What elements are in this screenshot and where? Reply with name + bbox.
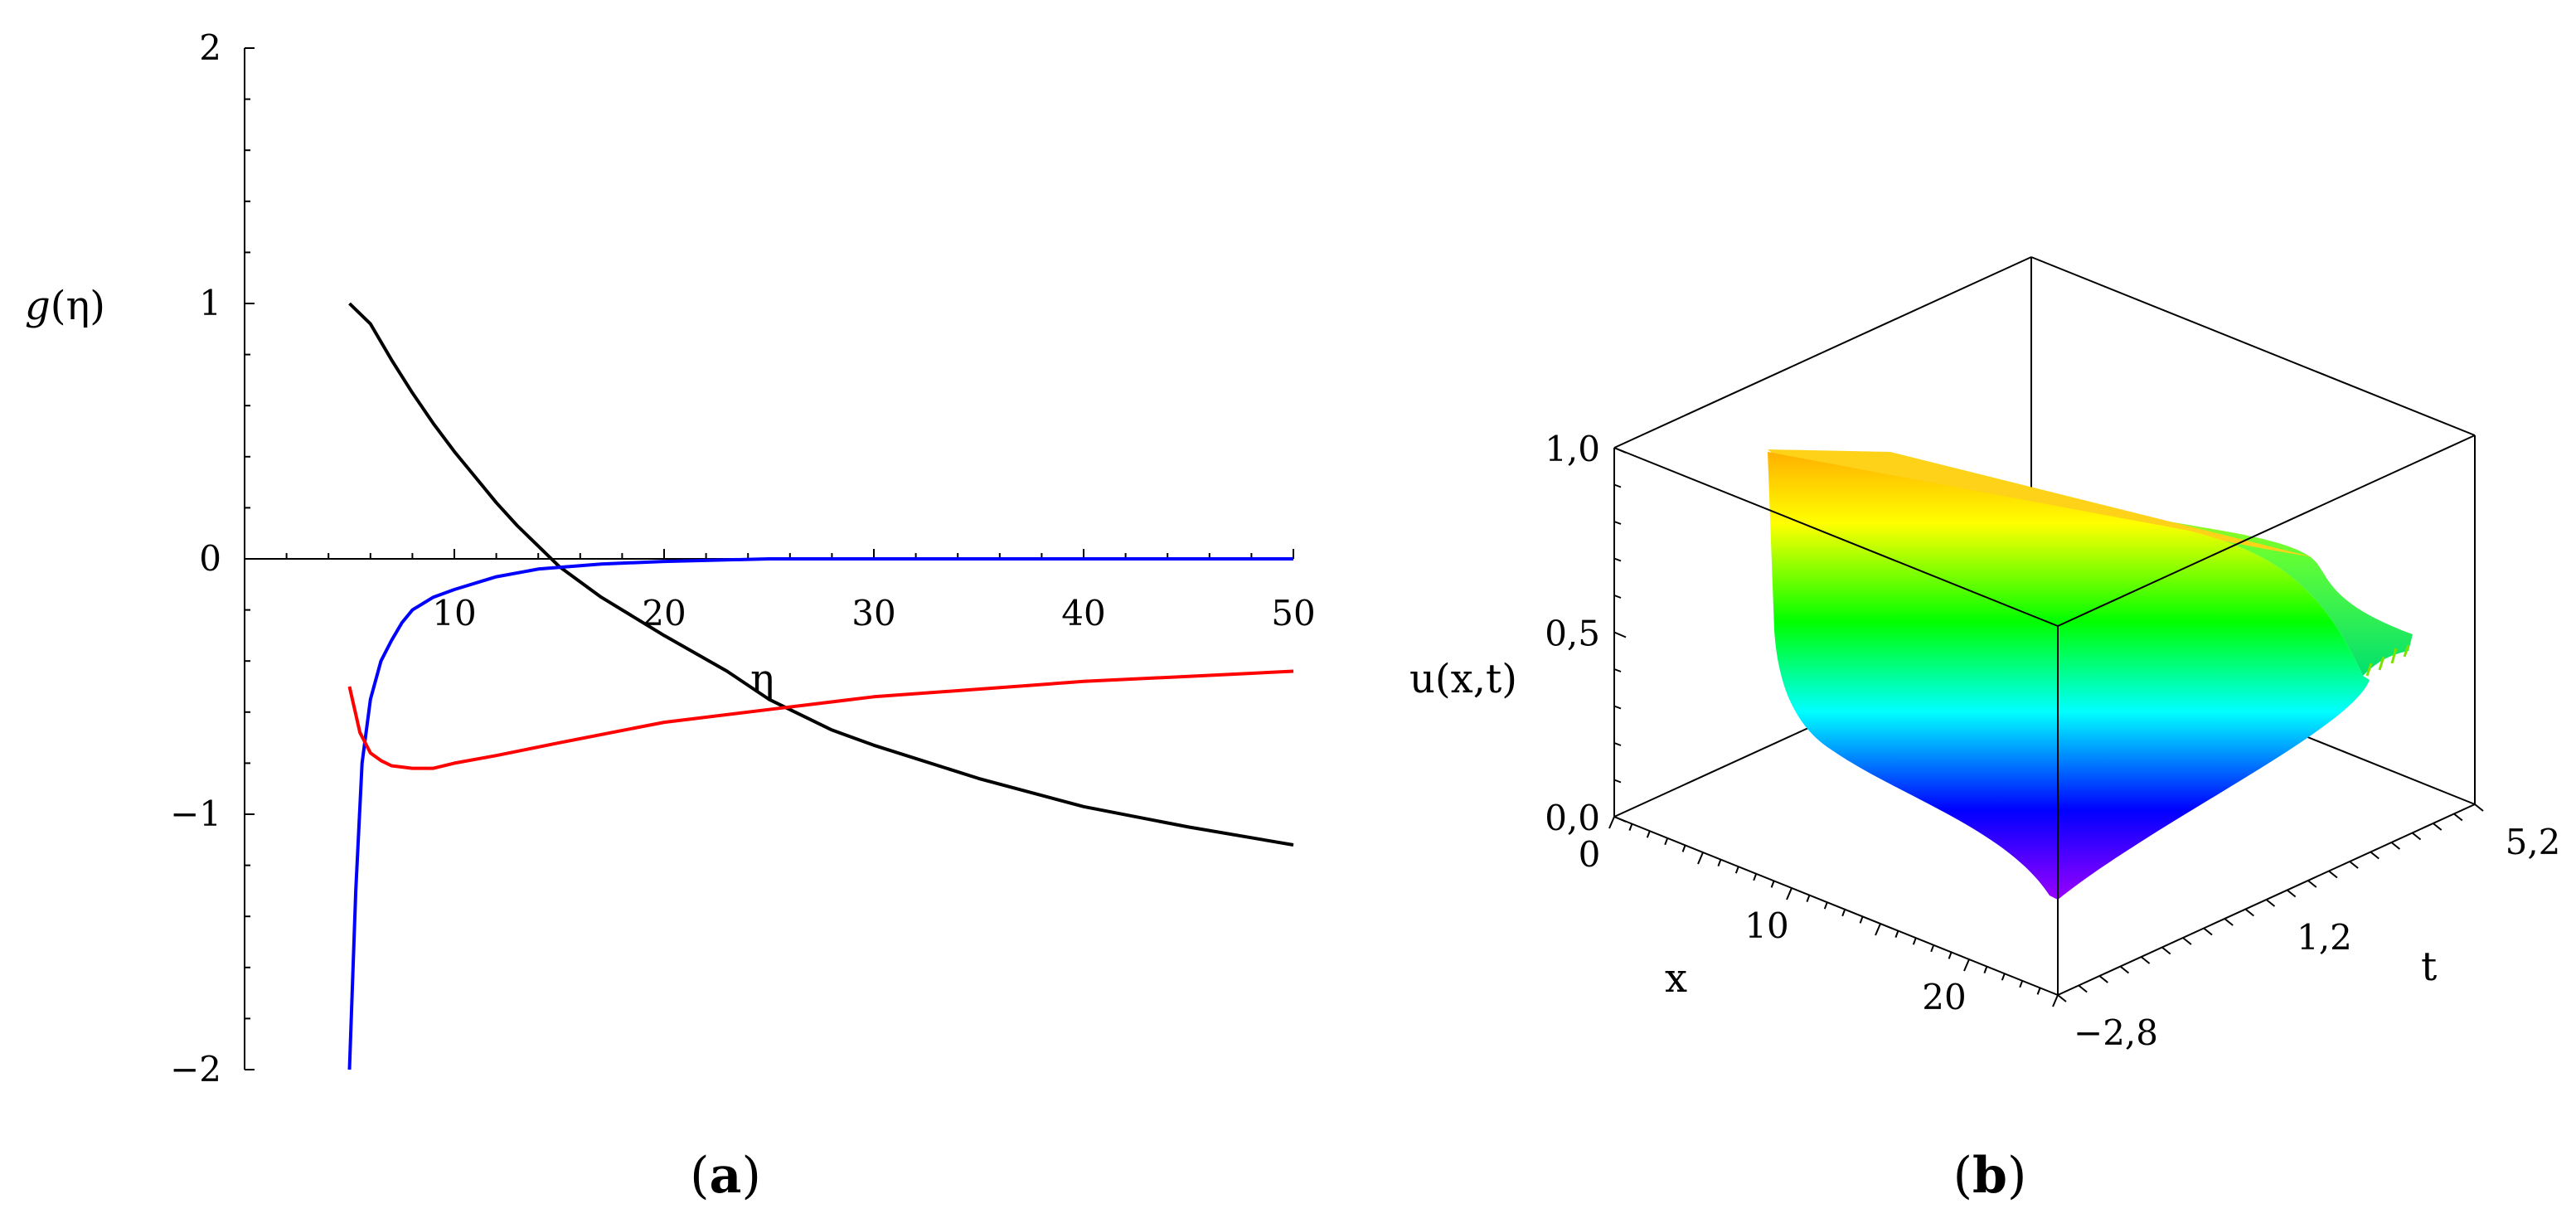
x-tick-mark — [1912, 937, 1917, 945]
surface-edge-fringe — [2365, 644, 2410, 677]
t-tick-mark — [2224, 918, 2234, 926]
x-tick-mark — [1681, 845, 1686, 852]
t-tick-mark — [2098, 975, 2108, 983]
x-tick-mark — [1983, 966, 1988, 973]
t-tick-mark — [2287, 889, 2297, 898]
z-tick-mark — [1613, 447, 1627, 454]
x-tick-mark — [1894, 930, 1899, 938]
z-tick-mark — [1613, 557, 1622, 562]
x-tick-mark — [1859, 916, 1864, 924]
x-tick-mark — [1875, 923, 1881, 936]
x-ticks: 0 10 20 — [1579, 816, 2059, 1017]
x-tick-mark — [1628, 823, 1633, 831]
x-tick-mark — [1806, 895, 1811, 902]
x-tick-mark — [1608, 816, 1615, 829]
x-tick-mark — [1963, 959, 1970, 972]
t-tick-mark — [2078, 984, 2088, 993]
x-axis-label: x — [1665, 955, 1687, 1002]
z-tick-mark — [1613, 668, 1622, 672]
panel-label-b: (b) — [1953, 1147, 2027, 1205]
x-tick-mark — [1734, 866, 1739, 874]
y-tick-label: 0 — [199, 538, 221, 579]
x-tick-label: 40 — [1061, 593, 1105, 633]
series-lines — [347, 302, 1294, 1070]
t-axis-label: t — [2421, 944, 2437, 990]
x-tick-mark — [1753, 873, 1758, 881]
z-tick-mark — [1613, 742, 1622, 746]
z-tick-mark — [1613, 631, 1627, 638]
t-tick-mark — [2119, 965, 2130, 974]
t-tick-mark — [2161, 946, 2171, 955]
t-tick-mark — [2453, 813, 2463, 822]
z-tick-mark — [1613, 705, 1622, 710]
t-tick-mark — [2203, 927, 2213, 936]
x-tick-mark — [1697, 852, 1704, 865]
t-tick-mark — [2411, 832, 2422, 841]
t-tick-mark — [2328, 870, 2338, 879]
x-tick-label: 20 — [1922, 977, 1966, 1017]
x-tick-mark — [1841, 909, 1846, 917]
x-tick-label: 30 — [851, 593, 895, 633]
t-tick-label: −2,8 — [2074, 1012, 2158, 1053]
y-tick-label: −1 — [170, 794, 221, 834]
t-tick-label: 5,2 — [2506, 822, 2561, 862]
x-tick-mark — [1664, 837, 1669, 846]
x-tick-mark — [1770, 881, 1775, 888]
t-tick-mark — [2370, 851, 2380, 860]
surface-main — [1768, 452, 2370, 900]
x-tick-mark — [1717, 859, 1722, 866]
x-tick-mark — [1930, 944, 1935, 953]
z-tick-mark — [1613, 595, 1622, 599]
z-tick-label: 0,0 — [1545, 798, 1600, 838]
surface-chart-b: 0,0 0,5 1,0 0 10 20 −2,8 1,2 5,2 u(x,t) x t — [1409, 256, 2561, 1053]
y-tick-label: −2 — [170, 1049, 221, 1090]
x-tick-label: 10 — [432, 593, 476, 633]
x-ticks: 10 20 30 40 50 — [285, 549, 1316, 633]
x-tick-label: 50 — [1271, 593, 1315, 633]
z-axis-label: u(x,t) — [1409, 656, 1517, 702]
y-axis-label: g(η) — [25, 283, 105, 329]
t-tick-mark — [2390, 842, 2401, 850]
t-ticks: −2,8 1,2 5,2 — [2057, 803, 2561, 1053]
t-tick-mark — [2057, 994, 2067, 1002]
z-tick-mark — [1613, 779, 1622, 784]
surface-far-wall — [1768, 452, 2413, 676]
panel-label-a: (a) — [690, 1147, 761, 1205]
y-tick-label: 1 — [199, 283, 221, 323]
z-tick-label: 0,5 — [1545, 614, 1600, 654]
y-tick-label: 2 — [199, 27, 221, 68]
x-tick-mark — [1786, 887, 1793, 900]
y-ticks: −2 −1 0 1 2 — [170, 27, 255, 1090]
t-tick-mark — [2307, 880, 2317, 888]
x-tick-label: 0 — [1579, 834, 1601, 875]
t-tick-mark — [2474, 803, 2484, 812]
x-axis-label: η — [750, 656, 774, 702]
z-ticks: 0,0 0,5 1,0 — [1545, 429, 1627, 838]
x-tick-label: 10 — [1744, 905, 1788, 946]
x-tick-mark — [2019, 980, 2024, 988]
t-tick-mark — [2349, 861, 2359, 869]
series-line-0 — [348, 302, 1294, 847]
z-tick-label: 1,0 — [1545, 429, 1600, 469]
surface — [1768, 449, 2413, 900]
z-tick-mark — [1613, 521, 1622, 525]
t-tick-mark — [2140, 956, 2151, 964]
t-tick-mark — [2265, 899, 2276, 907]
z-tick-mark — [1613, 816, 1627, 823]
series-line-1 — [347, 557, 1293, 1070]
x-tick-mark — [2036, 988, 2041, 995]
x-tick-mark — [1823, 901, 1828, 910]
series-line-2 — [347, 669, 1294, 770]
t-tick-mark — [2433, 823, 2443, 831]
t-tick-mark — [2244, 908, 2254, 917]
t-tick-mark — [2182, 937, 2192, 945]
x-tick-mark — [2001, 973, 2006, 981]
z-tick-mark — [1613, 483, 1622, 488]
t-tick-label: 1,2 — [2297, 917, 2352, 958]
x-tick-mark — [1948, 952, 1953, 959]
x-tick-mark — [2052, 994, 2059, 1007]
x-tick-mark — [1646, 830, 1651, 838]
